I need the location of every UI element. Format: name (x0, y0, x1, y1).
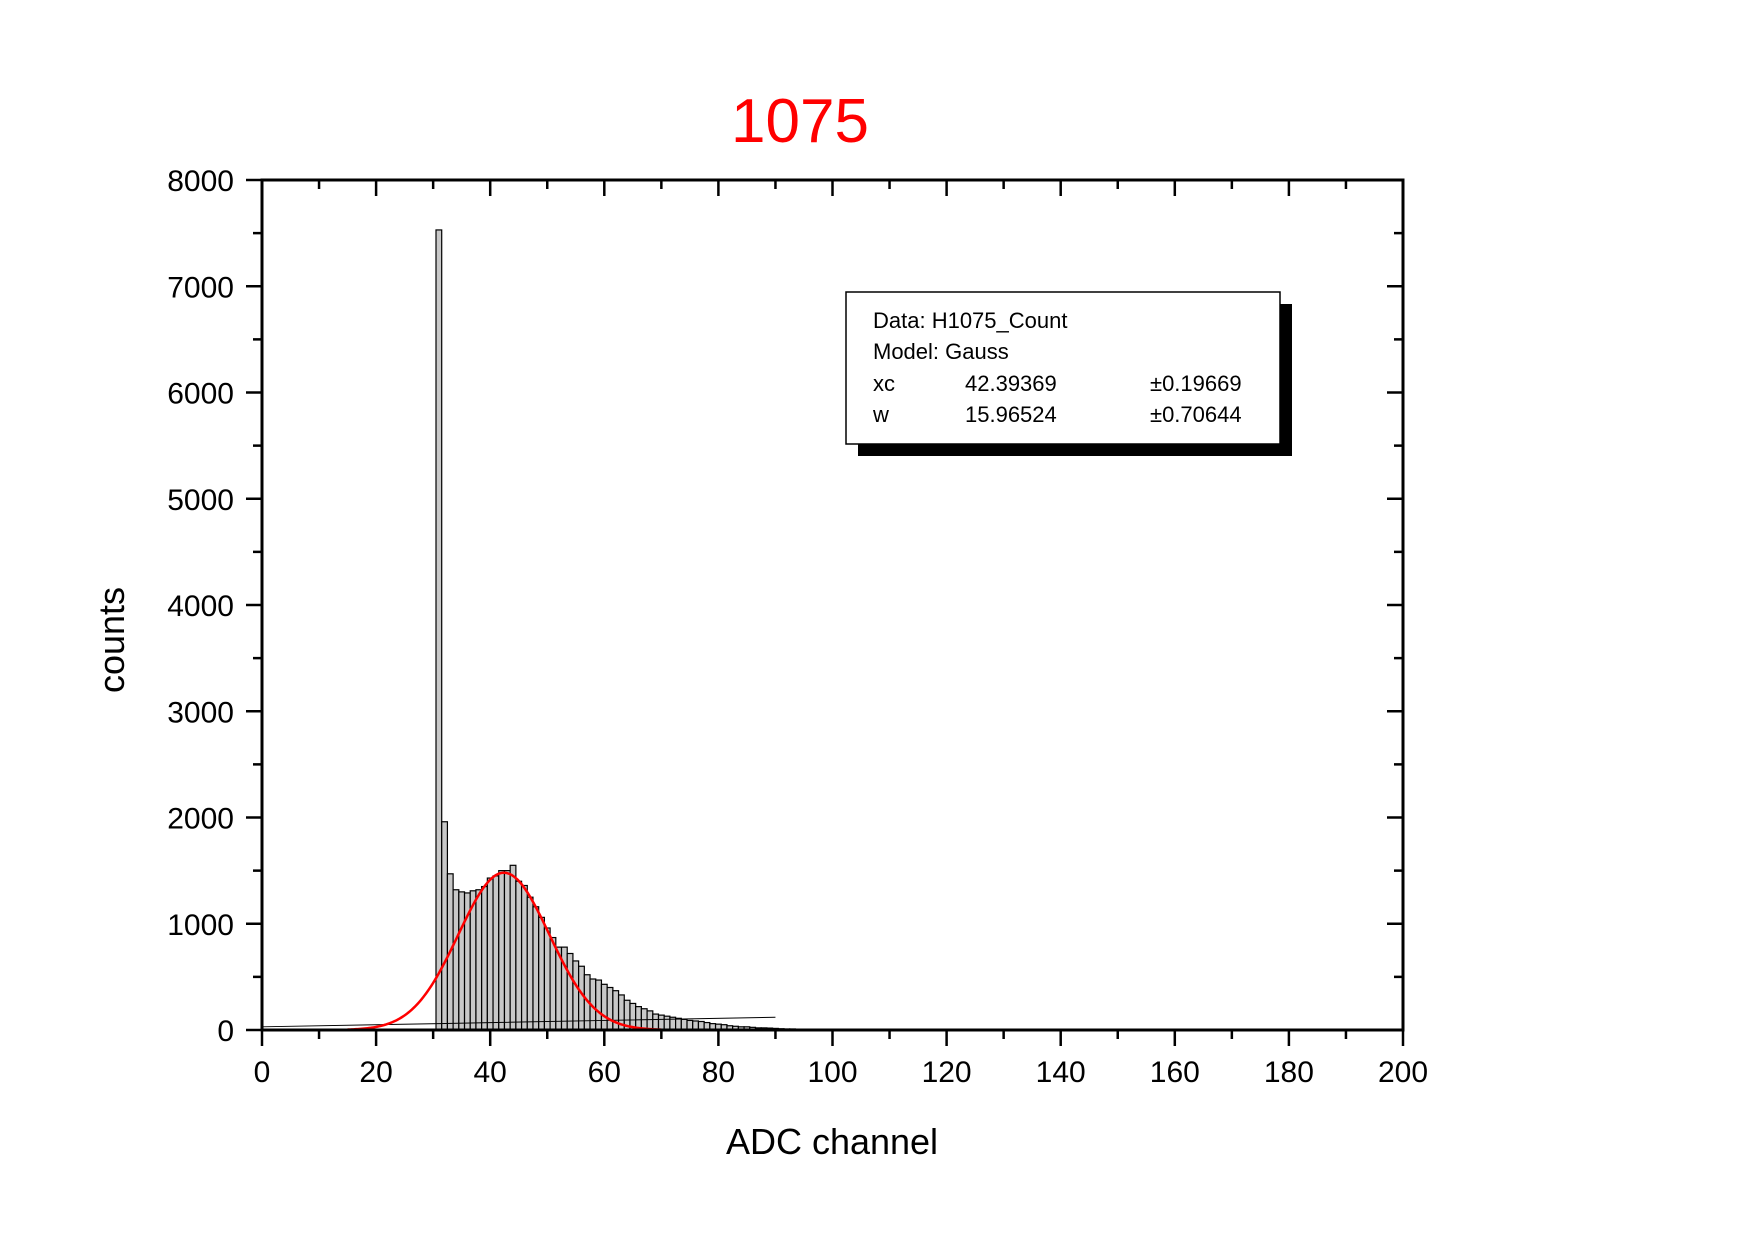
x-tick-label: 100 (807, 1056, 857, 1089)
legend-param-name: xc (873, 371, 895, 396)
histogram-bar (481, 885, 488, 1031)
y-tick-label: 1000 (167, 909, 234, 942)
x-tick-label: 60 (588, 1056, 621, 1089)
legend-param-value: 42.39369 (965, 371, 1057, 396)
background-trace-line (261, 1016, 776, 1028)
x-tick-label: 160 (1150, 1056, 1200, 1089)
histogram-bar (663, 1015, 671, 1031)
histogram-bar (675, 1017, 682, 1031)
histogram-bar (652, 1013, 660, 1031)
legend-model-line: Model: Gauss (873, 339, 1009, 364)
y-tick-label: 0 (217, 1015, 234, 1048)
histogram-bar (680, 1018, 688, 1031)
histogram-bar (509, 864, 517, 1031)
y-axis: 0 1000 2000 3000 4000 5000 6000 7000 8000 (167, 165, 1403, 1048)
legend-param-name: w (872, 402, 889, 427)
histogram-bar (435, 229, 443, 1031)
histogram-bar (538, 916, 545, 1031)
histogram-bar (498, 870, 506, 1031)
x-tick-label: 120 (922, 1056, 972, 1089)
histogram-bar (600, 983, 608, 1031)
gauss-fit-curve (347, 871, 662, 1031)
fit-legend-box: Data: H1075_Count Model: Gauss xc 42.393… (845, 291, 1292, 456)
x-tick-label: 20 (359, 1056, 392, 1089)
y-tick-label: 7000 (167, 271, 234, 304)
x-tick-label: 0 (254, 1056, 271, 1089)
bars-layer (435, 229, 848, 1031)
histogram-bar (595, 979, 603, 1031)
histogram-bar (526, 896, 534, 1031)
histogram-bar (486, 877, 494, 1031)
background-trace-layer (261, 1016, 776, 1028)
histogram-bar (657, 1014, 665, 1031)
y-axis-title: counts (91, 587, 132, 693)
histogram-bar (566, 952, 574, 1031)
y-tick-label: 2000 (167, 803, 234, 836)
histogram-bar (475, 889, 483, 1031)
x-axis: 0 20 40 60 80 100 120 140 160 180 200 (254, 180, 1428, 1089)
histogram-bar (441, 821, 449, 1031)
x-tick-label: 80 (702, 1056, 735, 1089)
histogram-bar (543, 927, 551, 1031)
x-tick-label: 140 (1036, 1056, 1086, 1089)
x-tick-label: 40 (474, 1056, 507, 1089)
histogram-bar (532, 906, 540, 1031)
x-tick-label: 200 (1378, 1056, 1428, 1089)
histogram-bar (452, 889, 460, 1031)
histogram-bar (458, 891, 466, 1031)
legend-param-value: 15.96524 (965, 402, 1057, 427)
histogram-bar (520, 884, 528, 1031)
y-tick-label: 4000 (167, 590, 234, 623)
histogram-bar (469, 890, 477, 1031)
histogram-bar (515, 880, 523, 1031)
legend-data-line: Data: H1075_Count (873, 308, 1067, 333)
histogram-bar (549, 936, 557, 1031)
legend-param-error: ±0.70644 (1150, 402, 1242, 427)
chart-title: 1075 (731, 87, 869, 156)
histogram-bar (646, 1010, 654, 1031)
histogram-bar (572, 960, 580, 1031)
y-tick-label: 8000 (167, 165, 234, 198)
histogram-bar (503, 870, 511, 1031)
legend-background (845, 291, 1281, 445)
histogram-bar (492, 875, 500, 1031)
x-axis-title: ADC channel (726, 1121, 938, 1162)
histogram-bar (606, 986, 614, 1031)
x-tick-label: 180 (1264, 1056, 1314, 1089)
y-tick-label: 3000 (167, 696, 234, 729)
y-tick-label: 5000 (167, 484, 234, 517)
y-tick-label: 6000 (167, 378, 234, 411)
gauss-fit-layer (347, 871, 662, 1031)
legend-param-error: ±0.19669 (1150, 371, 1242, 396)
